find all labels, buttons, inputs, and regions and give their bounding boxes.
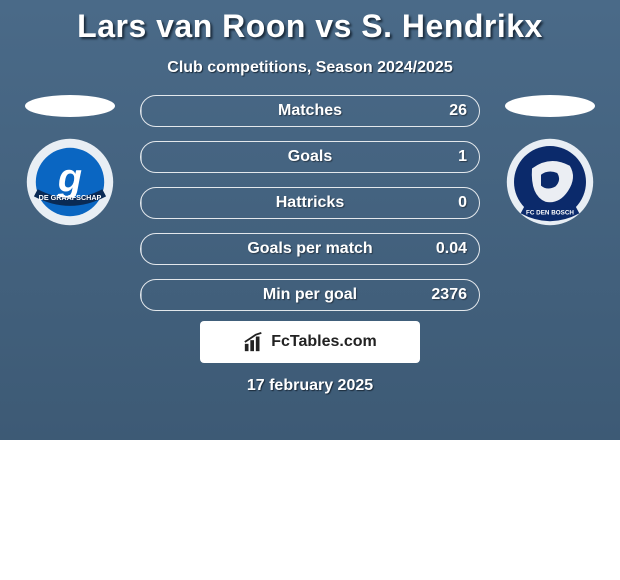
stat-value-right: 2376 (431, 286, 467, 304)
brand-label: FcTables.com (271, 333, 377, 351)
svg-text:FC DEN BOSCH: FC DEN BOSCH (526, 209, 574, 216)
stat-fill-left (141, 280, 142, 310)
right-team-badge: FC DEN BOSCH (505, 137, 595, 227)
svg-text:DE GRAAFSCHAP: DE GRAAFSCHAP (39, 193, 102, 202)
stat-row: Goals per match 0.04 (140, 233, 480, 265)
stat-value-right: 26 (449, 102, 467, 120)
stat-rows: Matches 26 Goals 1 Hattricks 0 Goals per match… (140, 95, 480, 311)
stat-fill-left (141, 234, 142, 264)
page-title: Lars van Roon vs S. Hendrikx (77, 8, 543, 45)
brand-box[interactable]: FcTables.com (200, 321, 420, 363)
left-team-badge: g DE GRAAFSCHAP (25, 137, 115, 227)
comparison-card: Lars van Roon vs S. Hendrikx Club compet… (0, 0, 620, 440)
stat-value-right: 0.04 (436, 240, 467, 258)
right-side: FC DEN BOSCH (500, 95, 600, 227)
stat-label: Goals per match (247, 240, 372, 258)
left-side: g DE GRAAFSCHAP (20, 95, 120, 227)
stat-label: Matches (278, 102, 342, 120)
stat-fill-left (141, 96, 142, 126)
stat-label: Hattricks (276, 194, 344, 212)
stat-fill-left (141, 142, 142, 172)
stat-fill-left (141, 188, 142, 218)
stat-label: Min per goal (263, 286, 357, 304)
stat-value-right: 1 (458, 148, 467, 166)
subtitle: Club competitions, Season 2024/2025 (167, 59, 452, 77)
stat-value-right: 0 (458, 194, 467, 212)
stat-row: Goals 1 (140, 141, 480, 173)
stat-row: Matches 26 (140, 95, 480, 127)
main-content: g DE GRAAFSCHAP Matches 26 Goals 1 Hattricks… (0, 95, 620, 311)
chart-icon (243, 331, 265, 353)
right-oval (505, 95, 595, 117)
stat-row: Min per goal 2376 (140, 279, 480, 311)
date-label: 17 february 2025 (247, 377, 373, 395)
left-oval (25, 95, 115, 117)
stat-row: Hattricks 0 (140, 187, 480, 219)
stat-label: Goals (288, 148, 332, 166)
